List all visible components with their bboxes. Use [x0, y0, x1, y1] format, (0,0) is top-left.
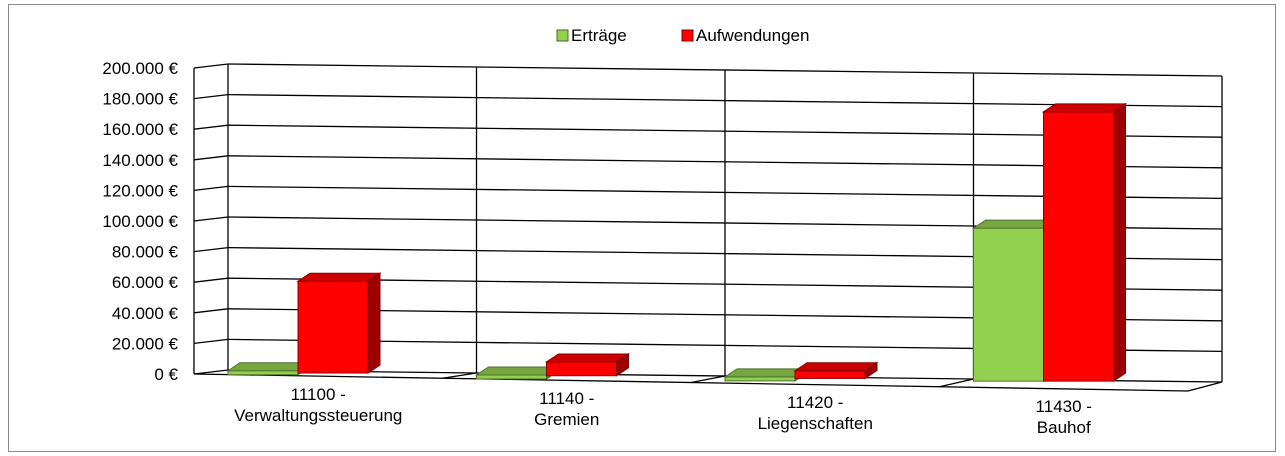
y-axis-tick-labels: 0 € 20.000 € 40.000 € 60.000 € 80.000 € 100.0… — [102, 59, 178, 384]
side-gridline — [193, 124, 229, 130]
bar-front — [973, 227, 1044, 382]
y-tick-label: 40.000 € — [112, 304, 179, 323]
side-gridline — [193, 155, 229, 161]
side-gridline — [193, 185, 229, 192]
category-labels: 11100 - Verwaltungssteuerung 11140 - Gremie… — [234, 385, 1092, 437]
side-gridline — [193, 308, 229, 314]
floor-right-edge — [1187, 381, 1223, 392]
bar-top — [1041, 103, 1128, 113]
bars — [226, 102, 1128, 383]
legend: Erträge Aufwendungen — [556, 26, 809, 45]
floor-divider — [690, 375, 726, 384]
legend-label: Aufwendungen — [696, 26, 809, 45]
floor-divider — [939, 378, 974, 388]
bar-side — [616, 353, 629, 377]
category-label: Bauhof — [1037, 418, 1091, 437]
category-label: Verwaltungssteuerung — [234, 406, 402, 425]
y-tick-label: 160.000 € — [102, 120, 178, 139]
bar-aufwendungen-1 — [544, 353, 631, 377]
legend-swatch-erträge — [556, 29, 569, 42]
y-tick-label: 200.000 € — [102, 59, 178, 78]
category-label: Gremien — [534, 410, 599, 429]
bar-front — [227, 370, 299, 376]
bar-front — [546, 361, 617, 377]
category-label: 11420 - — [787, 393, 843, 412]
bar-front — [297, 280, 369, 374]
bar-front — [724, 376, 796, 382]
y-tick-label: 80.000 € — [112, 243, 179, 262]
bar-aufwendungen-2 — [793, 361, 879, 380]
side-gridline — [193, 369, 229, 375]
y-tick-label: 20.000 € — [112, 334, 179, 353]
category-label: 11140 - — [539, 389, 594, 408]
side-gridline — [193, 93, 229, 100]
y-tick-label: 0 € — [154, 365, 178, 384]
floor-divider — [442, 372, 477, 379]
side-gridline — [193, 246, 229, 253]
legend-swatch-aufwendungen — [681, 29, 694, 42]
bar-aufwendungen-0 — [296, 272, 382, 374]
category-label: Liegenschaften — [758, 414, 873, 433]
y-tick-label: 60.000 € — [112, 273, 179, 292]
bar-top — [793, 362, 879, 372]
category-label: 11100 - — [291, 385, 346, 404]
side-gridline — [193, 338, 229, 345]
bar-front — [794, 370, 866, 379]
bar-side — [864, 361, 878, 380]
bar-aufwendungen-3 — [1041, 102, 1128, 383]
category-label: 11430 - — [1036, 397, 1092, 416]
y-tick-label: 180.000 € — [102, 90, 178, 109]
bar-front — [1043, 111, 1114, 382]
y-tick-label: 120.000 € — [102, 181, 178, 200]
bar-side — [367, 272, 381, 374]
y-tick-label: 100.000 € — [102, 212, 178, 231]
bar-side — [1113, 102, 1126, 383]
side-gridline — [193, 216, 229, 222]
legend-label: Erträge — [571, 26, 627, 45]
bar-top — [296, 272, 382, 282]
bar-front — [476, 374, 547, 380]
y-tick-label: 140.000 € — [102, 151, 178, 170]
bar-top — [544, 353, 631, 363]
side-gridline — [193, 63, 229, 69]
side-gridline — [193, 277, 229, 283]
